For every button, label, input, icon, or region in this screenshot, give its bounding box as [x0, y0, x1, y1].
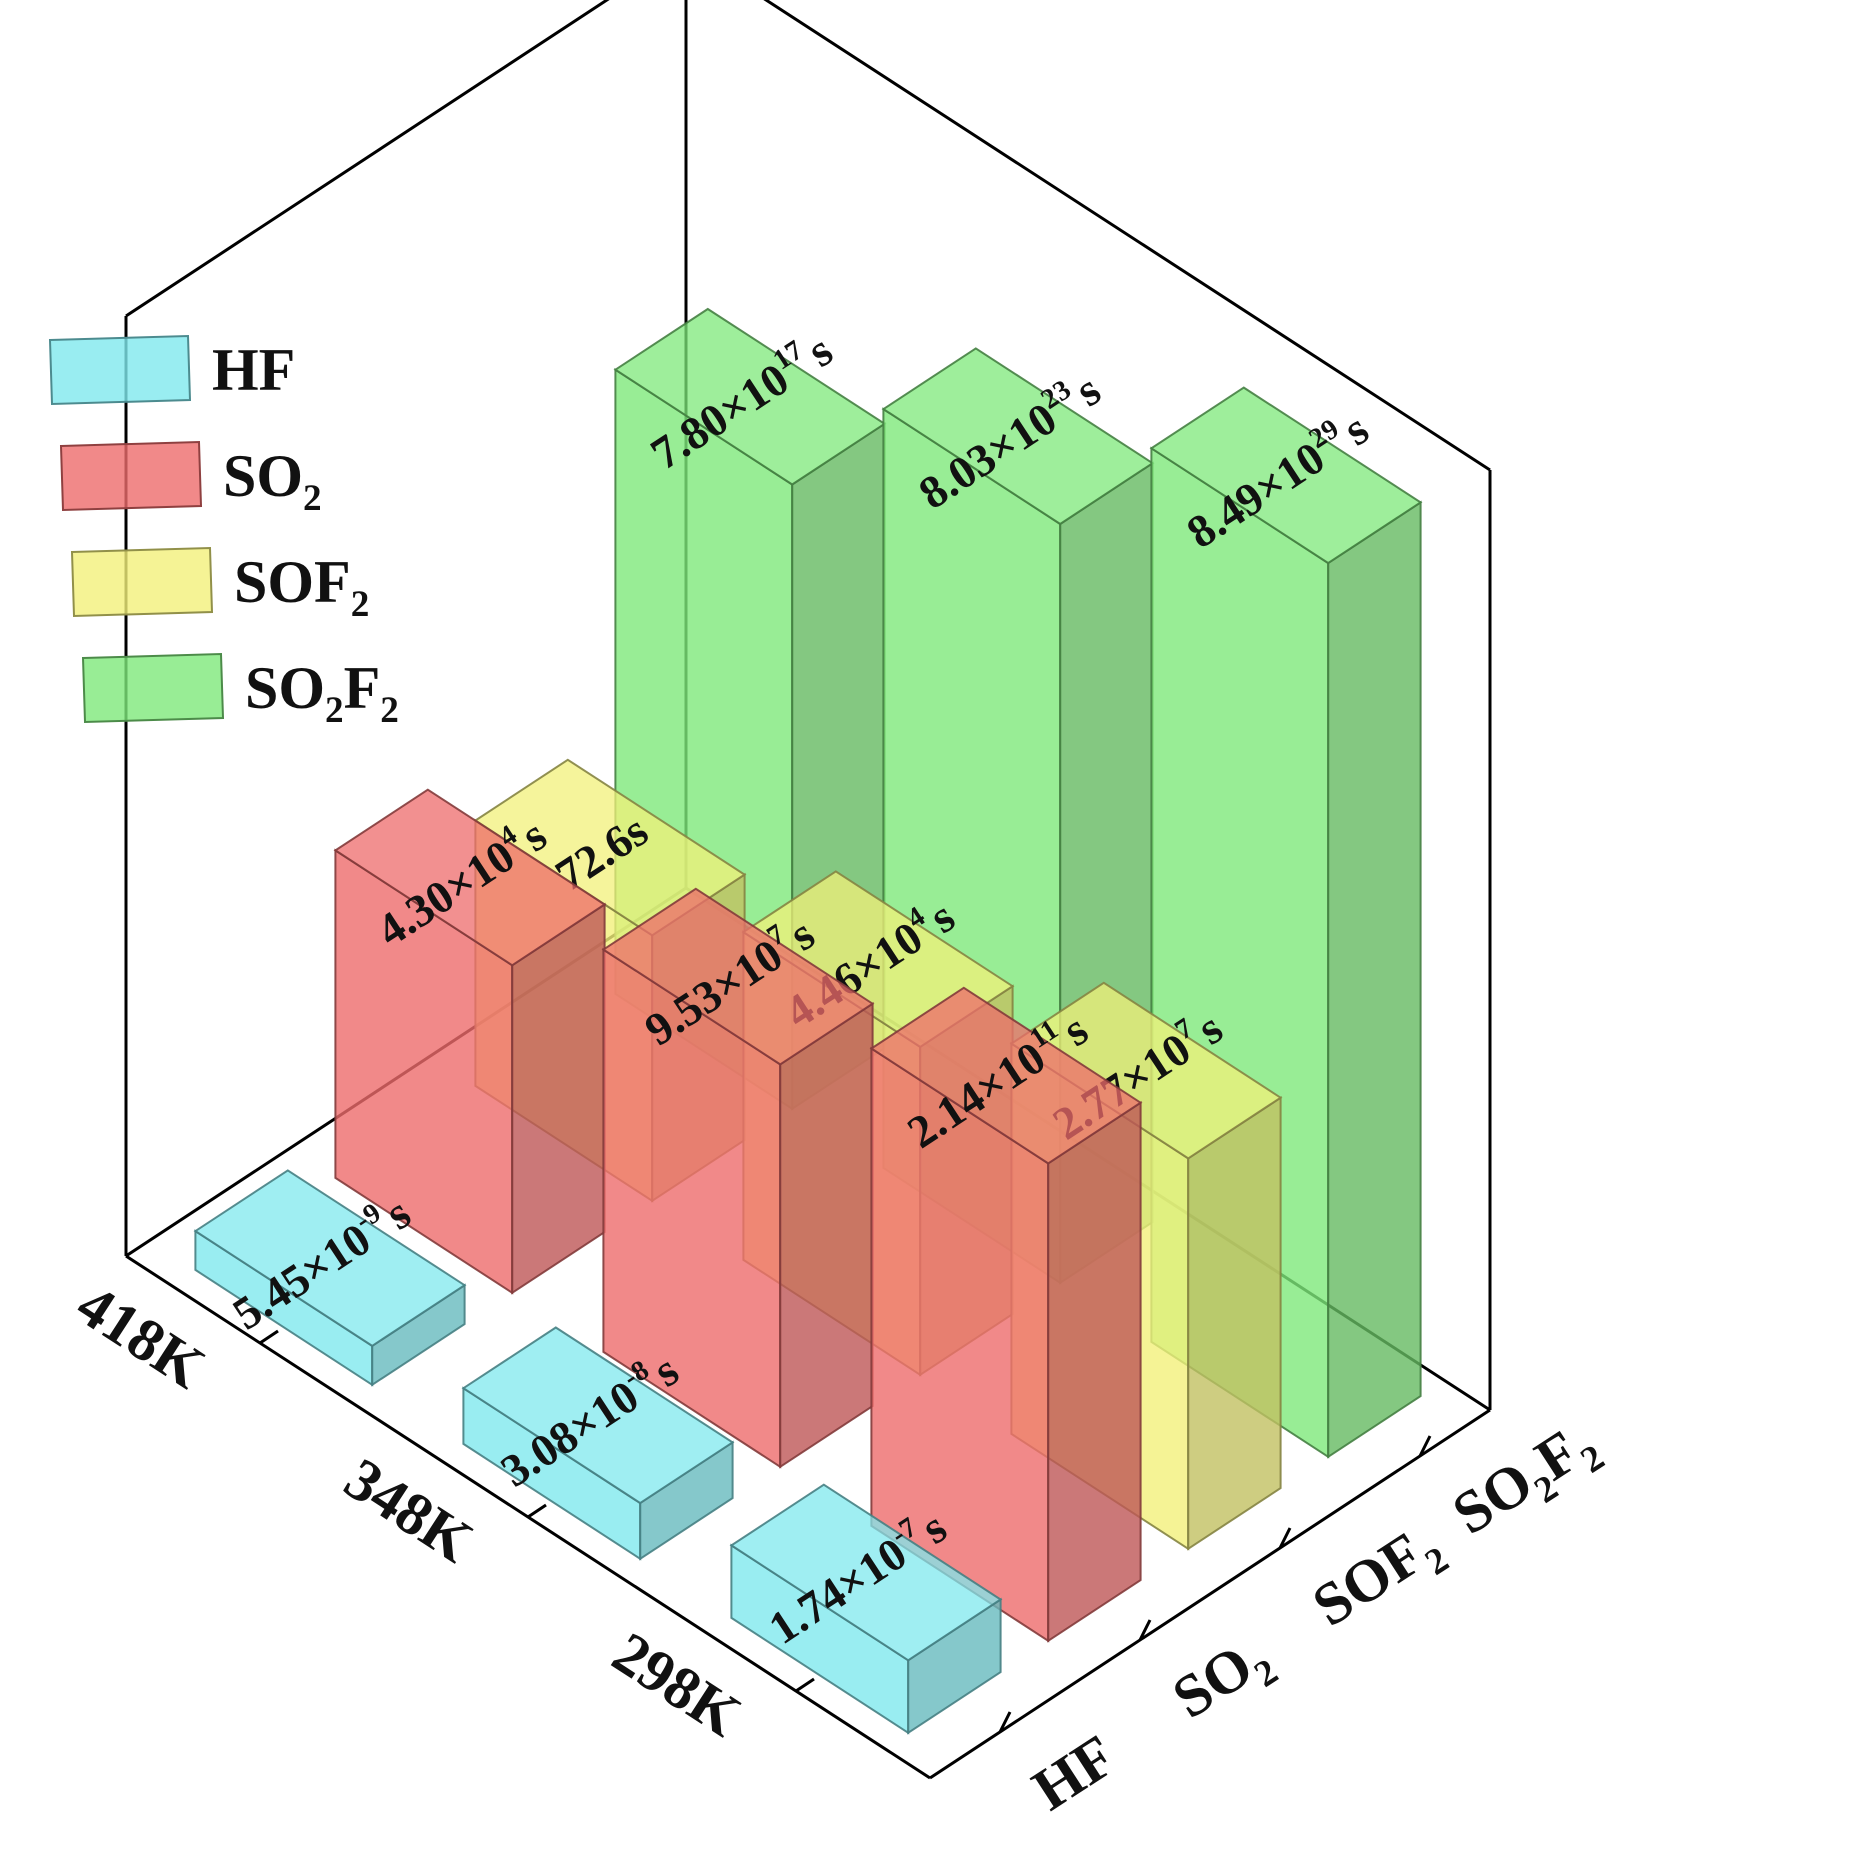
bar-face-top: [881, 347, 1155, 526]
bar-face-right: [1047, 1100, 1142, 1643]
bar-face-right: [1327, 500, 1422, 1459]
bar-face-right: [511, 902, 606, 1295]
bar-SO2-348K: 9.53×107s: [601, 887, 875, 1469]
legend: HF SO2 SOF2 SO2F2: [48, 334, 399, 731]
box-edge-front: [929, 1408, 1491, 1780]
bar-face-top: [869, 986, 1143, 1165]
bar-face-top: [729, 1483, 1003, 1662]
legend-swatch-HF: [48, 334, 192, 406]
legend-label-SOF2: SOF2: [234, 549, 369, 625]
temp-tick-label: 418K: [66, 1271, 217, 1401]
bar-face-top: [461, 1326, 735, 1505]
bar-SO2-298K: 2.14×1011s: [869, 986, 1143, 1643]
legend-label-SO2F2: SO2F2: [245, 655, 399, 731]
gas-tick-label: SO2: [1161, 1622, 1285, 1739]
legend-swatch-SO2F2: [81, 652, 225, 724]
bar-face-right: [779, 1001, 874, 1469]
bar-SO2-418K: 4.30×104s: [333, 788, 607, 1295]
bar-face-top: [1149, 386, 1423, 565]
legend-swatch-SOF2: [70, 546, 214, 618]
bar-HF-348K: 3.08×10-8s: [461, 1326, 735, 1561]
bars-group: 7.80×1017s72.6s8.03×1023s4.30×104s4.46×1…: [193, 307, 1423, 1735]
bar-face-top: [601, 887, 875, 1066]
bar-face-top: [333, 788, 607, 967]
gas-tick: [1418, 1435, 1432, 1457]
bar-face-top: [613, 307, 887, 486]
bar-HF-418K: 5.45×10-9s: [193, 1169, 467, 1387]
bar-face-top: [193, 1169, 467, 1348]
gas-tick-label: SO2F2: [1441, 1408, 1611, 1556]
legend-swatch-SO2: [59, 440, 203, 512]
gas-tick-label: SOF2: [1301, 1510, 1456, 1647]
gas-tick-label: HF: [1021, 1722, 1127, 1823]
temp-tick-label: 298K: [602, 1619, 753, 1749]
temp-tick-label: 348K: [334, 1445, 485, 1575]
bar-face-right: [1187, 1095, 1282, 1551]
gas-tick: [1138, 1619, 1152, 1641]
box-edge-back: [763, 0, 1491, 472]
temp-tick: [527, 1503, 547, 1519]
gas-tick: [1278, 1527, 1292, 1549]
box-edge-back: [125, 0, 610, 318]
legend-label-HF: HF: [212, 337, 295, 403]
bar-HF-298K: 1.74×10-7s: [729, 1483, 1003, 1735]
temp-tick: [795, 1677, 815, 1693]
gas-tick: [998, 1711, 1012, 1733]
temp-tick: [259, 1329, 279, 1345]
legend-label-SO2: SO2: [223, 443, 322, 519]
